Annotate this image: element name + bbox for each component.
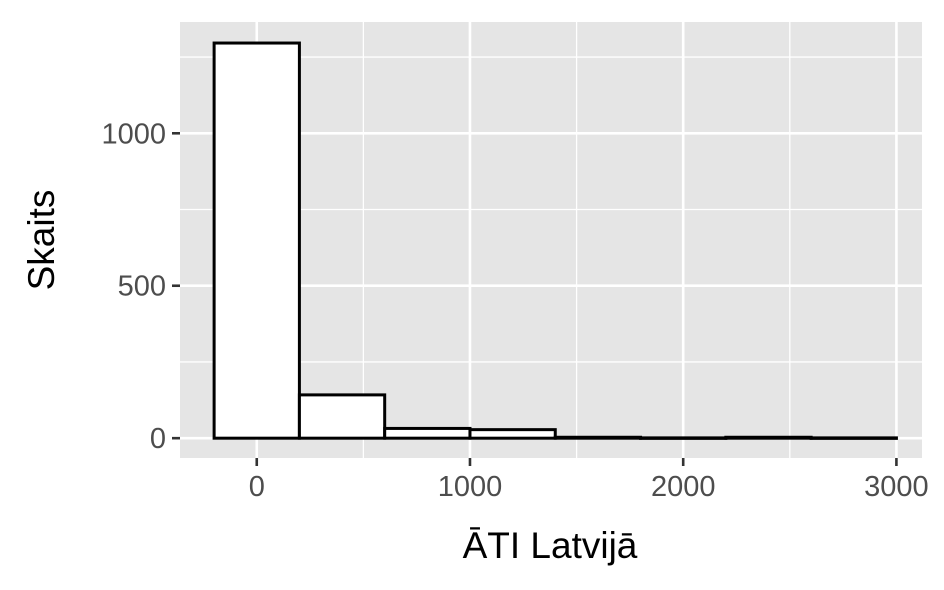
- histogram-bar: [468, 428, 557, 440]
- histogram-bar: [639, 436, 728, 440]
- x-tick-label: 3000: [864, 471, 929, 503]
- x-tick-label: 1000: [438, 471, 503, 503]
- histogram-bars: [212, 41, 898, 440]
- x-tick-label: 0: [249, 471, 265, 503]
- histogram-bar: [212, 41, 301, 440]
- histogram-bar: [297, 393, 387, 440]
- axes: 0 1000 2000 3000 0 500 1000: [101, 118, 928, 503]
- plot-panel: [180, 22, 922, 458]
- y-tick-label: 1000: [101, 118, 166, 150]
- x-axis-title: ĀTI Latvijā: [463, 525, 638, 566]
- histogram-bar: [383, 426, 472, 440]
- y-axis-title: Skaits: [21, 190, 62, 291]
- histogram-bar: [809, 436, 898, 440]
- y-tick-label: 500: [118, 271, 166, 303]
- y-tick-label: 0: [150, 423, 166, 455]
- x-tick-label: 2000: [651, 471, 716, 503]
- histogram-bar: [724, 435, 813, 440]
- histogram-bar: [553, 435, 643, 440]
